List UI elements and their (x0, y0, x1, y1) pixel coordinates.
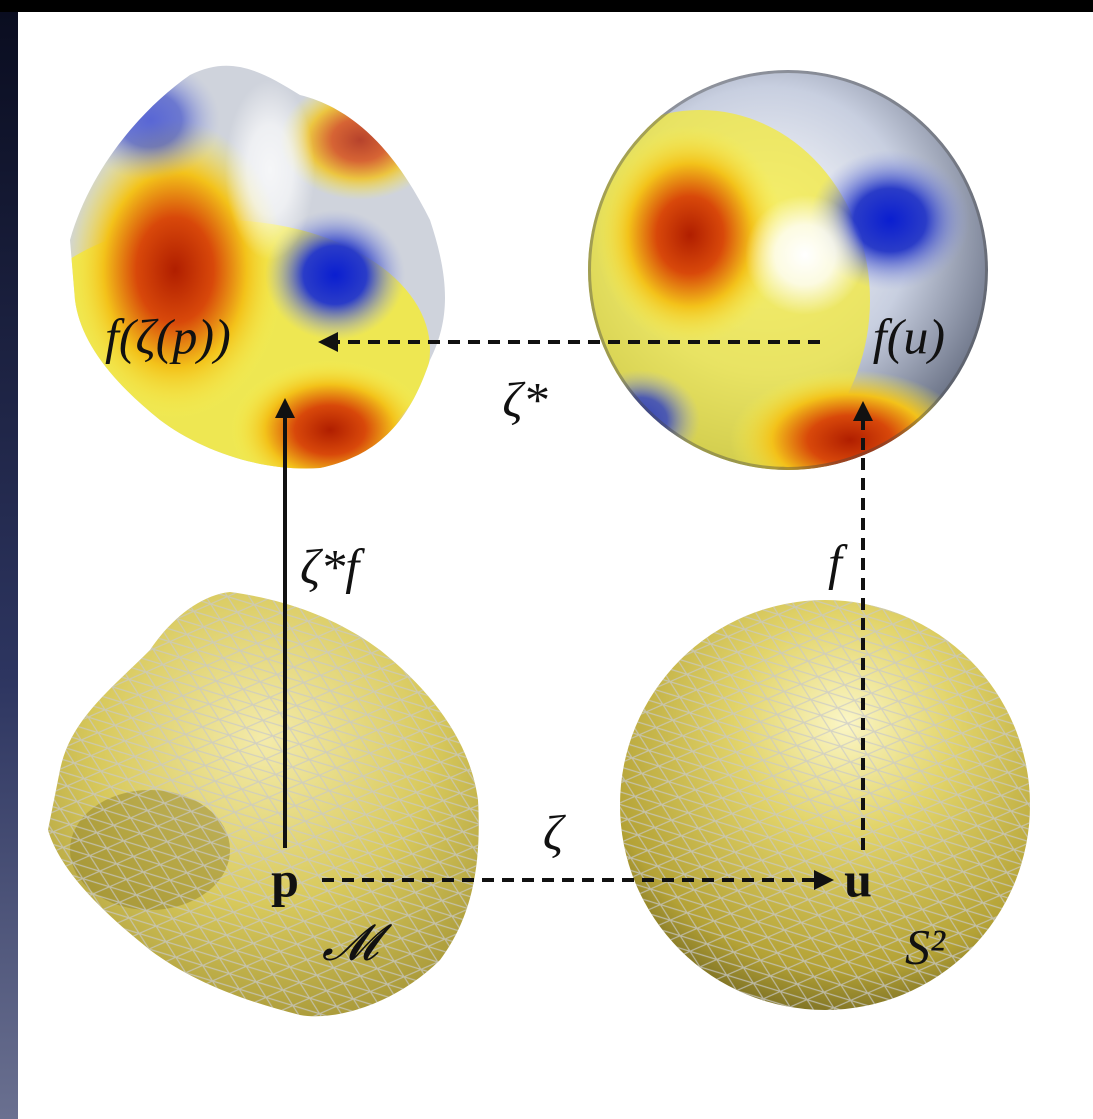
label-point-sphere: u (844, 851, 872, 907)
page: {"labels": { "pullback_value": "f(ζ(p))"… (0, 0, 1093, 1119)
diagram: f(ζ(p)) f(u) ζ* ζ*f f p ζ u 𝓜 S² (0, 0, 1093, 1119)
yellow-sphere (620, 600, 1030, 1010)
label-sphere-value: f(u) (873, 308, 945, 364)
label-point-mesh: p (271, 851, 299, 907)
label-pulled-function: ζ*f (300, 538, 365, 594)
label-pullback-value: f(ζ(p)) (105, 308, 231, 364)
label-pullback-operator: ζ* (502, 371, 547, 427)
frame-left (0, 12, 18, 1119)
label-sphere-name: S² (905, 918, 946, 974)
